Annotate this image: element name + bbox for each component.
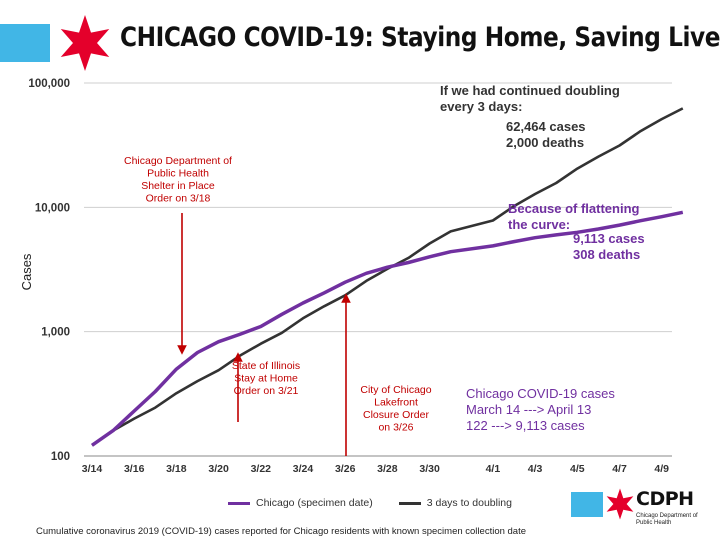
x-tick-label: 3/14 [82, 463, 103, 475]
annotation-line: State of Illinois [232, 360, 300, 372]
legend-label-doubling: 3 days to doubling [426, 497, 512, 509]
annotation-1: State of Illinois Stay at Home Order on 3/… [232, 360, 300, 397]
series-line-doubling [91, 107, 684, 447]
annotation-4: 62,464 cases 2,000 deaths [506, 119, 586, 150]
annotation-6: 9,113 cases 308 deaths [573, 231, 645, 262]
annotation-line: Chicago Department of [124, 155, 232, 167]
chart-grid [84, 82, 672, 457]
annotation-0: Chicago Department of Public Health Shelte… [124, 155, 232, 205]
annotation-line: Chicago COVID-19 cases [466, 386, 615, 401]
x-tick-label: 4/1 [486, 463, 501, 475]
y-axis-label: Cases [19, 253, 34, 290]
x-tick-label: 3/28 [377, 463, 398, 475]
x-tick-label: 3/30 [419, 463, 440, 475]
legend-item-doubling: 3 days to doubling [398, 497, 512, 509]
y-tick-label: 100 [51, 451, 70, 463]
annotation-line: Order on 3/18 [146, 193, 211, 205]
series-lines [90, 107, 684, 447]
cdph-logo-text: CDPH [636, 488, 694, 510]
legend-label-chicago: Chicago (specimen date) [256, 497, 373, 509]
y-tick-label: 100,000 [28, 78, 70, 90]
annotation-line: 9,113 cases [573, 231, 645, 246]
annotation-line: Because of flattening [508, 201, 640, 216]
annotation-line: 122 ---> 9,113 cases [466, 418, 585, 433]
x-tick-label: 3/18 [166, 463, 187, 475]
annotation-3: If we had continued doubling every 3 days… [440, 83, 620, 114]
cdph-logo-blue-bar [571, 492, 603, 517]
annotation-line: 62,464 cases [506, 119, 586, 134]
annotation-line: Shelter in Place [141, 180, 215, 192]
annotation-line: If we had continued doubling [440, 83, 620, 98]
annotation-line: on 3/26 [378, 422, 413, 434]
y-tick-labels: 100 1,000 10,000 100,000 [28, 78, 70, 463]
annotation-7: Chicago COVID-19 cases March 14 ---> Apri… [466, 386, 615, 433]
annotation-2: City of Chicago Lakefront Closure Order on … [360, 384, 431, 434]
annotation-5: Because of flattening the curve: [508, 201, 640, 232]
x-tick-label: 3/24 [293, 463, 314, 475]
annotation-line: 308 deaths [573, 247, 640, 262]
annotation-line: City of Chicago [360, 384, 431, 396]
x-tick-label: 3/20 [208, 463, 229, 475]
chicago-star-icon [60, 15, 110, 71]
cdph-logo-subtitle: Chicago Department of Public Health [636, 513, 698, 526]
annotation-line: every 3 days: [440, 99, 522, 114]
page-title: CHICAGO COVID-19: Staying Home, Saving L… [120, 22, 720, 53]
legend-swatch-chicago [228, 501, 250, 505]
footnote: Cumulative coronavirus 2019 (COVID-19) c… [36, 526, 527, 537]
x-tick-label: 4/7 [612, 463, 627, 475]
y-tick-label: 1,000 [41, 327, 70, 339]
header-blue-bar [0, 24, 50, 62]
annotation-line: Lakefront [374, 397, 418, 409]
legend-swatch-doubling [398, 501, 421, 505]
cdph-star-icon [606, 488, 634, 520]
x-tick-label: 4/3 [528, 463, 543, 475]
annotation-line: March 14 ---> April 13 [466, 402, 591, 417]
annotation-line: Order on 3/21 [234, 385, 299, 397]
annotation-line: Stay at Home [234, 373, 298, 385]
chart-legend: Chicago (specimen date) 3 days to doubli… [228, 497, 512, 509]
annotation-arrows [177, 213, 351, 456]
x-tick-label: 4/9 [654, 463, 669, 475]
x-tick-labels: 3/14 3/16 3/18 3/20 3/22 3/24 3/26 3/28 3/30 4/1 4… [82, 463, 669, 475]
annotation-line: 2,000 deaths [506, 135, 584, 150]
annotation-line: Closure Order [363, 409, 429, 421]
annotation-line: Public Health [147, 168, 209, 180]
annotation-line: the curve: [508, 217, 570, 232]
x-tick-label: 3/22 [251, 463, 272, 475]
y-tick-label: 10,000 [35, 202, 70, 214]
legend-item-chicago: Chicago (specimen date) [228, 497, 373, 509]
series-line-chicago [90, 210, 684, 447]
x-tick-label: 4/5 [570, 463, 585, 475]
x-tick-label: 3/16 [124, 463, 145, 475]
x-tick-label: 3/26 [335, 463, 356, 475]
annotations: Chicago Department of Public Health Shelte… [124, 83, 645, 434]
